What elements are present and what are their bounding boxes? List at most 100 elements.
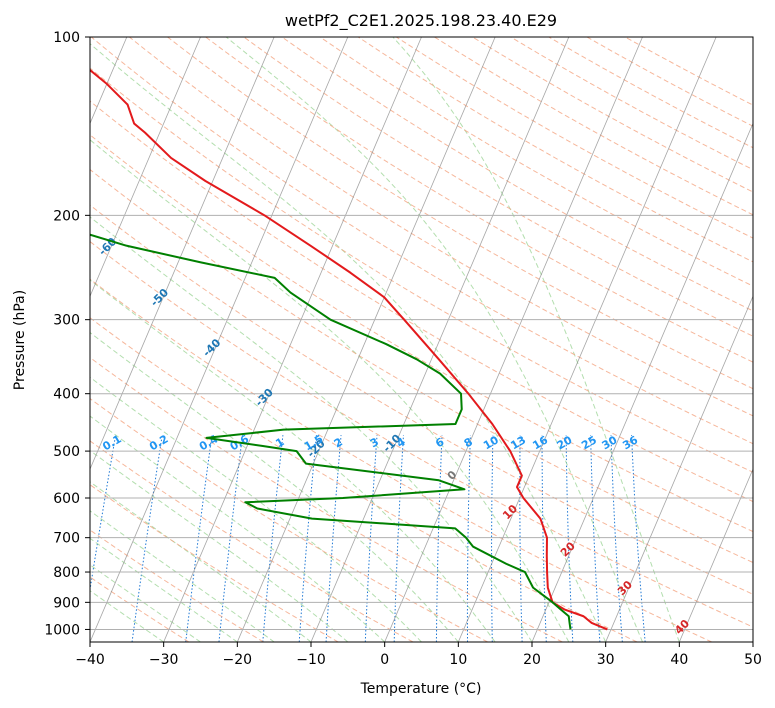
mixing-ratio-line [393, 435, 404, 642]
dry-adiabat [586, 37, 753, 127]
mixing-ratio-label: 13 [508, 433, 528, 452]
mixing-ratio-line [364, 435, 378, 642]
mixing-ratio-label: 20 [555, 433, 575, 452]
x-tick-label: −40 [75, 652, 105, 668]
y-tick-label: 500 [53, 444, 80, 460]
dry-adiabats [90, 37, 753, 642]
y-tick-label: 800 [53, 565, 80, 581]
isotherm-label: -40 [200, 336, 223, 359]
dry-adiabat [396, 37, 753, 239]
isotherm-line [384, 37, 643, 642]
x-tick-label: 0 [380, 652, 389, 668]
dry-adiabat [90, 576, 190, 642]
mixing-ratio-line [435, 435, 443, 642]
y-axis-label: Pressure (hPa) [12, 290, 28, 390]
mixing-ratio-line [262, 435, 284, 642]
dry-adiabat [510, 37, 753, 171]
isotherm-line [236, 37, 496, 642]
mixing-ratio-label: 2 [332, 435, 345, 450]
mixing-ratio-line [519, 435, 523, 642]
plot-frame [89, 36, 754, 643]
mixing-ratio-line [466, 435, 471, 642]
sounding-series [90, 68, 608, 631]
x-tick-label: 40 [670, 652, 688, 668]
x-tick-label: 50 [744, 652, 762, 668]
mixing-ratio-line [325, 435, 342, 642]
dry-adiabat [90, 356, 563, 642]
isotherm-label: 0 [445, 468, 460, 483]
dry-adiabat [90, 204, 753, 595]
y-tick-label: 600 [53, 491, 80, 507]
moist-adiabat [90, 279, 496, 642]
isotherm-label: -70 [44, 185, 67, 208]
moist-adiabat [90, 564, 201, 642]
mixing-ratio-label: 8 [462, 435, 475, 450]
dry-adiabat [167, 37, 753, 390]
dry-adiabat [129, 37, 753, 417]
dry-adiabat [90, 37, 753, 445]
isotherm-line [163, 37, 422, 642]
mixing-ratio-line [298, 435, 317, 642]
isotherm-line [531, 122, 753, 642]
isotherm-line [605, 295, 753, 642]
mixing-ratio-label: 36 [620, 433, 640, 452]
isotherm-line [90, 37, 349, 642]
dry-adiabat [548, 37, 753, 149]
mixing-ratio-line [590, 435, 601, 642]
moist-adiabat [90, 216, 533, 642]
dry-adiabat [90, 484, 339, 642]
isotherm-label: 30 [615, 578, 635, 598]
y-tick-label: 200 [53, 208, 80, 224]
isotherm-lines [90, 37, 753, 642]
x-axis-label: Temperature (°C) [360, 681, 482, 697]
moist-adiabat [90, 537, 238, 642]
mixing-ratio-line [90, 435, 117, 593]
mixing-ratio-label: 10 [481, 433, 501, 452]
dewpoint-profile-line [90, 233, 572, 630]
y-tick-label: 1000 [44, 622, 80, 638]
mixing-ratio-label: 25 [579, 433, 599, 452]
dry-adiabat [205, 37, 753, 363]
dry-adiabat [90, 240, 753, 628]
x-tick-label: 30 [597, 652, 615, 668]
moist-adiabats [90, 37, 680, 642]
mixing-ratio-line [185, 435, 213, 642]
dry-adiabat [90, 440, 414, 642]
mixing-ratio-label: 30 [600, 433, 620, 452]
x-tick-label: −10 [296, 652, 326, 668]
moist-adiabat [90, 331, 459, 642]
dry-adiabat [281, 37, 753, 312]
moist-adiabat [90, 449, 349, 642]
isotherm-label: -50 [148, 286, 171, 309]
isotherm-label: 40 [672, 617, 692, 637]
mixing-ratio-line [131, 435, 163, 642]
moist-adiabat [225, 37, 643, 642]
isotherm-line [90, 37, 201, 298]
mixing-ratio-label: 6 [433, 435, 446, 450]
moist-adiabat [90, 510, 275, 642]
dry-adiabat [357, 37, 753, 263]
x-tick-label: 10 [449, 652, 467, 668]
dry-adiabat [90, 168, 753, 564]
dry-adiabat [90, 317, 638, 642]
moist-adiabat [392, 37, 680, 642]
mixing-ratio-label: 0.2 [147, 432, 170, 453]
temperature-profile-line [90, 68, 608, 631]
moist-adiabat [90, 590, 164, 642]
mixing-ratio-label: 3 [368, 435, 381, 450]
chart-title: wetPf2_C2E1.2025.198.23.40.E29 [285, 11, 557, 31]
mixing-ratio-line [491, 435, 494, 642]
x-tick-label: −30 [149, 652, 179, 668]
mixing-ratio-label: 16 [530, 433, 550, 452]
mixing-ratio-line [565, 435, 574, 642]
y-axis: 100 200 300 400 500 600 700 800 900 1000 [44, 30, 90, 638]
y-tick-label: 700 [53, 531, 80, 547]
dry-adiabat [90, 278, 712, 642]
dry-adiabat [90, 67, 753, 473]
mixing-ratio-line [218, 435, 244, 642]
isotherm-line [752, 640, 753, 642]
mixing-ratio-line [610, 435, 623, 642]
dry-adiabat [90, 134, 753, 533]
